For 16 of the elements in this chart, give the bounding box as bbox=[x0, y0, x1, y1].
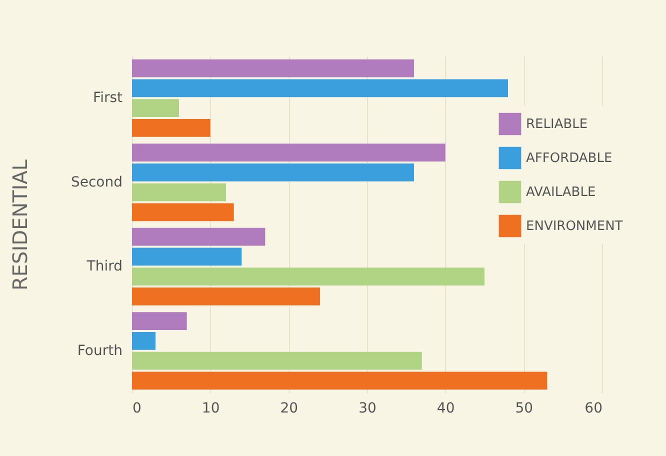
x-tick-label: 0 bbox=[132, 400, 142, 416]
legend-label: AFFORDABLE bbox=[526, 151, 612, 166]
legend-label: ENVIRONMENT bbox=[526, 219, 623, 234]
x-tick-label: 60 bbox=[584, 400, 602, 416]
y-axis-title: RESIDENTIAL bbox=[8, 158, 32, 291]
y-tick-label: Fourth bbox=[77, 342, 122, 359]
x-tick-label: 50 bbox=[515, 400, 534, 416]
x-tick-label: 30 bbox=[358, 400, 376, 416]
x-tick-label: 10 bbox=[202, 400, 220, 416]
legend-label: RELIABLE bbox=[526, 117, 588, 132]
y-tick-label: Second bbox=[70, 174, 122, 190]
y-tick-label: Third bbox=[86, 258, 122, 275]
x-tick-label: 20 bbox=[280, 400, 298, 416]
legend-label: AVAILABLE bbox=[526, 185, 596, 200]
y-tick-label: First bbox=[93, 90, 124, 106]
x-tick-label: 40 bbox=[436, 400, 455, 416]
